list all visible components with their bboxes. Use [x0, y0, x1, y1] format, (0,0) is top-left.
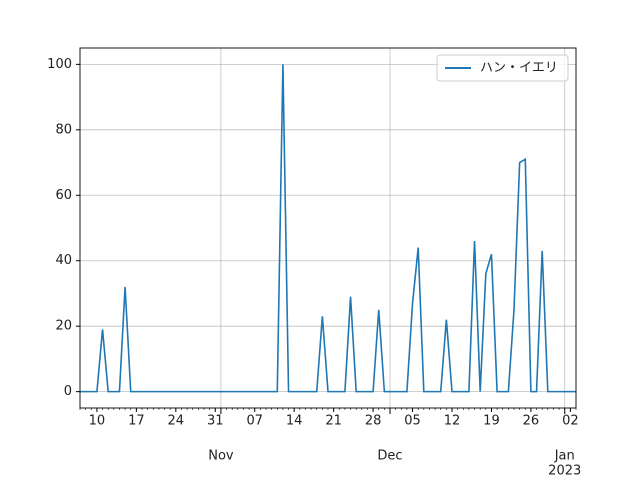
x-tick-label: 26 [523, 414, 540, 429]
x-tick-label: 07 [246, 414, 263, 429]
legend-box [436, 54, 569, 82]
y-tick-label: 40 [55, 253, 72, 268]
x-tick-label: 19 [483, 414, 500, 429]
y-tick-label: 20 [55, 319, 72, 334]
legend-label: ハン・イエリ [480, 61, 558, 76]
x-major-label: Jan [554, 449, 575, 464]
y-tick-label: 100 [47, 57, 72, 72]
x-tick-label: 14 [286, 414, 303, 429]
x-tick-label: 02 [562, 414, 579, 429]
x-tick-label: 21 [325, 414, 342, 429]
y-tick-label: 80 [55, 122, 72, 137]
x-tick-label: 24 [168, 414, 185, 429]
x-tick-label: 31 [207, 414, 224, 429]
y-tick-label: 60 [55, 188, 72, 203]
x-tick-label: 28 [365, 414, 382, 429]
plot-frame [79, 47, 577, 409]
data-line [80, 64, 576, 393]
x-major-label: Dec [377, 449, 402, 464]
x-offset-text: 2023 [548, 464, 581, 479]
x-major-label: Nov [208, 449, 234, 464]
x-tick-label: 10 [89, 414, 106, 429]
x-tick-label: 05 [404, 414, 421, 429]
x-tick-label: 12 [444, 414, 461, 429]
y-tick-label: 0 [64, 384, 72, 399]
x-tick-label: 17 [128, 414, 145, 429]
